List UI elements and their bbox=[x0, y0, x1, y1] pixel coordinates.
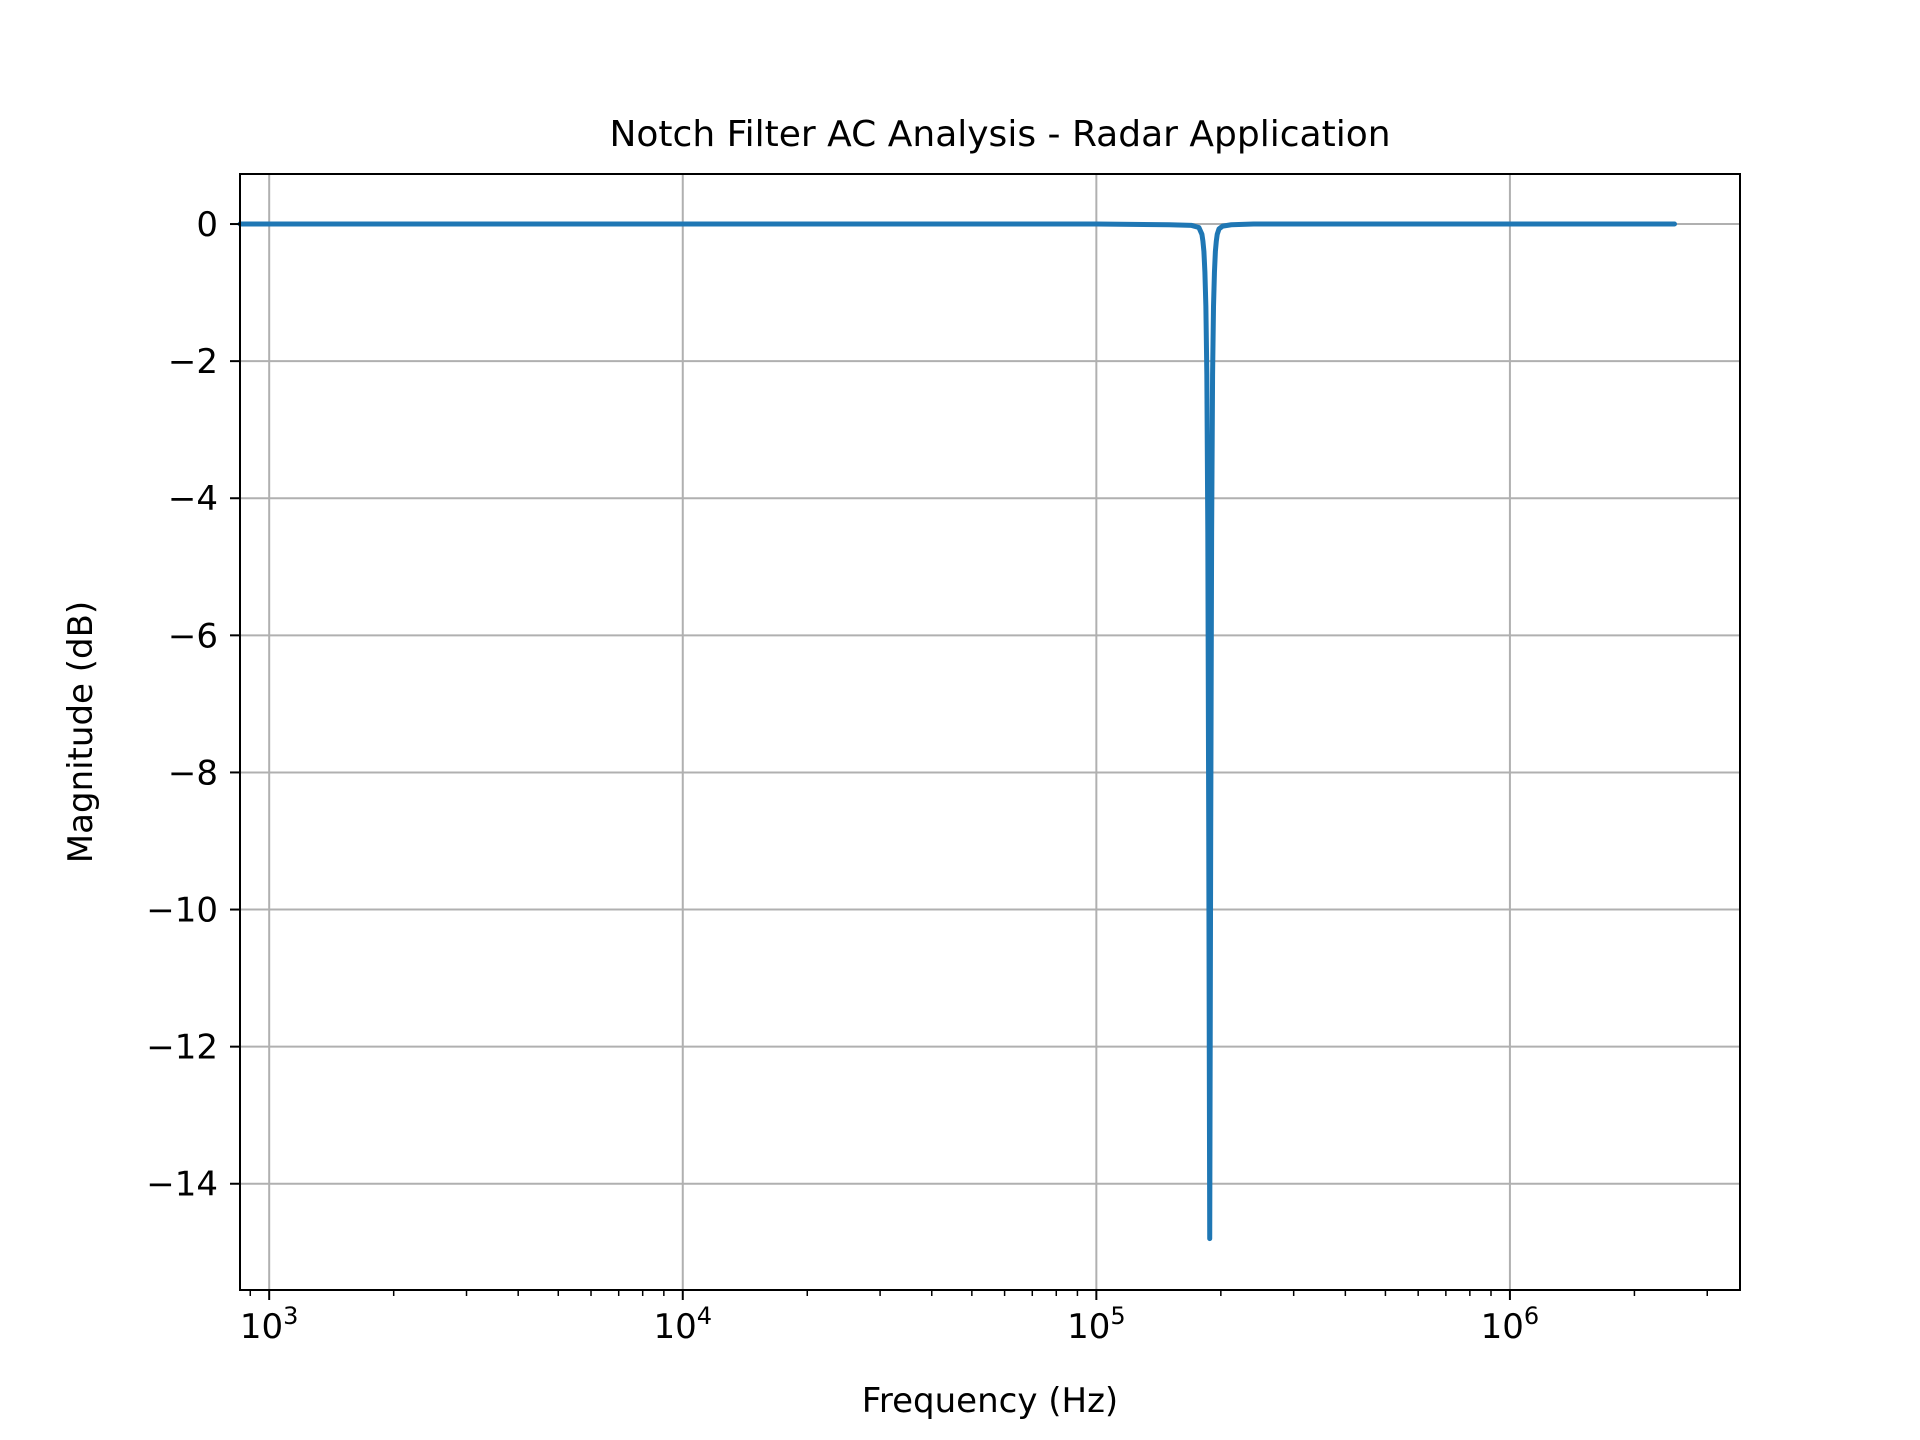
y-tick-label-3: −6 bbox=[168, 616, 218, 656]
y-tick-label-2: −4 bbox=[168, 479, 218, 519]
y-axis-label: Magnitude (dB) bbox=[61, 601, 101, 863]
y-axis-ticks: 0 −2 −4 −6 −8 −10 −12 −14 bbox=[146, 205, 240, 1205]
series-layer bbox=[237, 221, 1677, 1242]
y-tick-label-7: −14 bbox=[146, 1165, 218, 1205]
x-tick-label-3: 106 bbox=[1481, 1302, 1540, 1347]
plot-frame bbox=[239, 173, 1741, 1291]
y-tick-label-6: −12 bbox=[146, 1028, 218, 1068]
chart-title: Notch Filter AC Analysis - Radar Applica… bbox=[609, 114, 1390, 155]
y-tick-label-4: −8 bbox=[168, 753, 218, 793]
series-line-0 bbox=[237, 221, 1677, 1242]
y-tick-label-5: −10 bbox=[146, 891, 218, 931]
y-tick-label-0: 0 bbox=[196, 205, 218, 245]
x-axis-label: Frequency (Hz) bbox=[862, 1381, 1118, 1421]
y-tick-label-1: −2 bbox=[168, 342, 218, 382]
